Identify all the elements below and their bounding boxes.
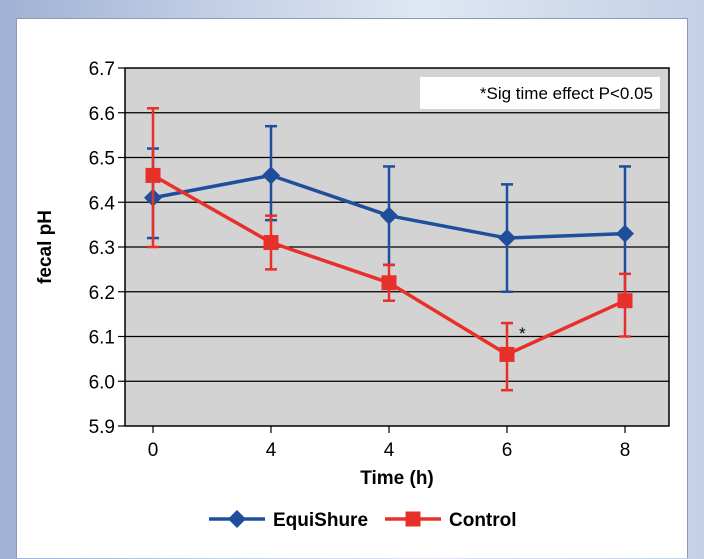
legend-marker xyxy=(405,511,421,527)
y-tick-label: 6.6 xyxy=(89,104,115,125)
y-tick-label: 6.2 xyxy=(89,283,115,304)
line-chart: 5.9 6.0 6.1 6.2 6.3 6.4 6.5 6.6 6.7 0 4 4 6 8 * *Sig… xyxy=(35,59,670,531)
y-tick-label: 6.3 xyxy=(89,238,115,259)
significance-marker: * xyxy=(519,324,526,343)
annotation-text: *Sig time effect P<0.05 xyxy=(480,84,653,103)
y-tick-label: 6.4 xyxy=(89,193,116,214)
x-tick-label: 0 xyxy=(148,440,159,461)
chart-frame: 5.9 6.0 6.1 6.2 6.3 6.4 6.5 6.6 6.7 0 4 4 6 8 * *Sig… xyxy=(16,18,688,558)
legend-marker xyxy=(228,510,246,528)
x-tick-label: 4 xyxy=(266,440,277,461)
legend-label: EquiShure xyxy=(273,510,368,531)
x-axis-title: Time (h) xyxy=(360,468,434,489)
annotation-box xyxy=(420,77,660,109)
data-point xyxy=(380,206,398,225)
y-tick-label: 6.5 xyxy=(89,149,115,170)
y-axis-title: fecal pH xyxy=(35,210,56,284)
y-tick-label: 6.0 xyxy=(89,372,115,393)
legend: EquiShure Control xyxy=(209,510,517,531)
legend-label: Control xyxy=(449,510,517,531)
data-point xyxy=(262,166,280,185)
x-tick-label: 6 xyxy=(502,440,513,461)
x-tick-label: 8 xyxy=(620,440,631,461)
y-tick-label: 5.9 xyxy=(89,417,115,438)
data-point xyxy=(381,275,397,291)
series-control xyxy=(145,107,633,392)
data-point xyxy=(498,229,516,248)
data-point xyxy=(263,235,279,251)
data-point xyxy=(617,293,633,309)
y-tick-label: 6.1 xyxy=(89,328,115,349)
y-tick-label: 6.7 xyxy=(89,59,115,80)
data-point xyxy=(616,224,634,243)
data-point xyxy=(145,167,161,183)
data-point xyxy=(499,346,515,362)
x-tick-label: 4 xyxy=(384,440,395,461)
